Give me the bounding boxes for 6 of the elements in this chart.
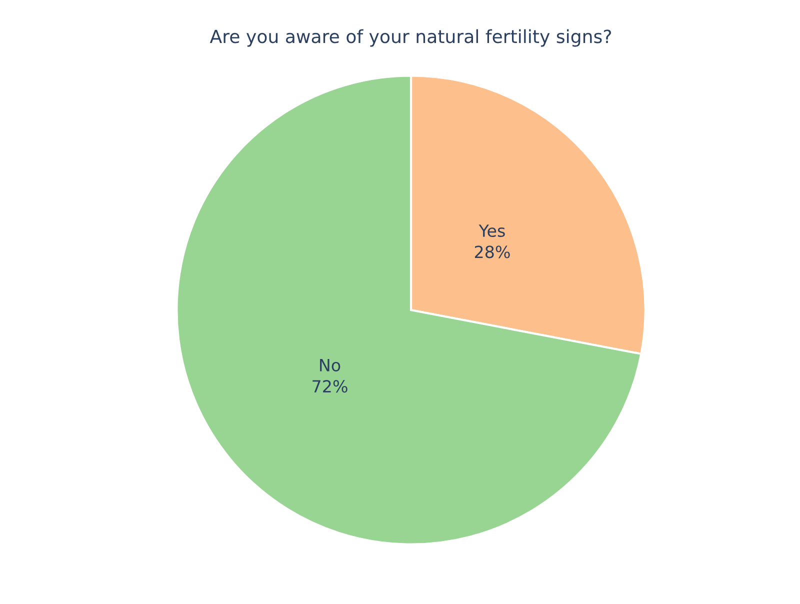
slice-label: No — [320, 359, 340, 372]
data-label: 28% — [474, 246, 510, 258]
slice-label: Yes — [478, 224, 505, 238]
chart-title: Are you aware of your natural fertility signs? — [210, 29, 611, 47]
pie-slice — [176, 74, 642, 546]
data-label: 72% — [312, 380, 348, 393]
